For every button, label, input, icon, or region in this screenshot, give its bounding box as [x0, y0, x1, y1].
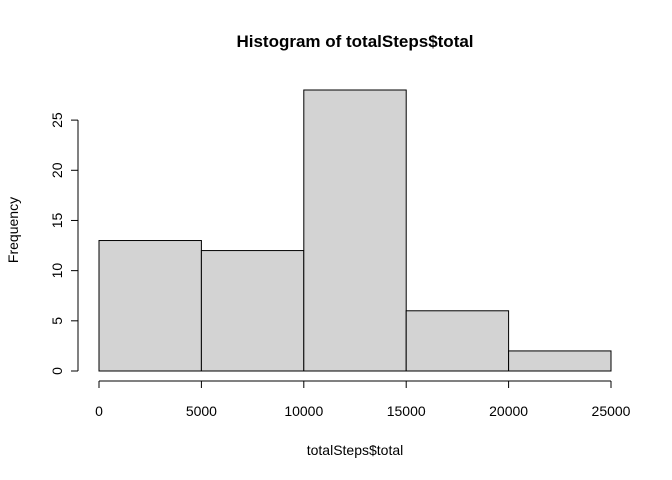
histogram-bar-3 [405, 310, 510, 372]
x-tick-label-0: 0 [95, 403, 103, 419]
y-tick-label-2: 10 [49, 263, 65, 279]
y-tick-label-5: 25 [49, 112, 65, 128]
x-axis: 0 5000 10000 15000 20000 25000 [95, 380, 631, 419]
y-tick-label-1: 5 [49, 317, 65, 325]
x-tick-label-5: 25000 [592, 403, 631, 419]
x-tick-label-2: 10000 [284, 403, 323, 419]
x-axis-label: totalSteps$total [307, 442, 404, 458]
y-tick-label-3: 15 [49, 212, 65, 228]
histogram-bar-0 [98, 240, 202, 372]
bars-group [98, 89, 612, 372]
x-tick-label-3: 15000 [387, 403, 426, 419]
y-tick-label-4: 20 [49, 162, 65, 178]
x-tick-label-1: 5000 [186, 403, 217, 419]
y-tick-label-0: 0 [49, 367, 65, 375]
histogram-bar-1 [200, 250, 305, 372]
y-axis-label: Frequency [5, 197, 21, 263]
y-axis: 0 5 10 15 20 25 [49, 112, 79, 375]
histogram-bar-2 [303, 89, 407, 372]
chart-title: Histogram of totalSteps$total [236, 32, 473, 51]
x-tick-label-4: 20000 [489, 403, 528, 419]
histogram-bar-4 [508, 350, 612, 372]
